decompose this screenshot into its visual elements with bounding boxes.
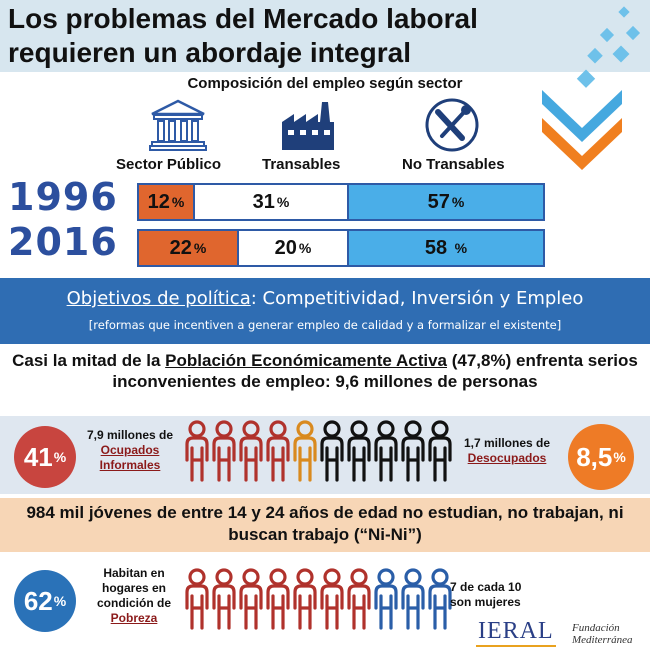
person-icon [347,568,371,630]
sector-label-publico: Sector Público [116,156,222,173]
poverty-note: Habitan en hogares en condición de Pobre… [88,566,180,626]
person-icon [266,420,290,482]
person-icon [320,568,344,630]
pea-text-1: Casi la mitad de la [12,351,166,370]
person-icon [185,420,209,482]
composition-bar-1996: 12% 31% 57% [137,183,545,221]
unemployed-percent: 8,5 [576,441,613,472]
ni-ni-band [0,498,650,552]
poverty-note-top: Habitan en hogares en condición de [96,566,171,610]
informal-note-top: 7,9 millones de [86,428,174,442]
ni-ni-statement: 984 mil jóvenes de entre 14 y 24 años de… [26,503,624,544]
pct-sign: % [53,593,67,609]
title-band [0,0,650,72]
title-line-1: Los problemas del Mercado laboral [8,3,478,34]
fundacion-line-2: Mediterránea [572,634,633,646]
person-icon [293,420,317,482]
women-note: 7 de cada 10 son mujeres [450,580,522,609]
bank-building-icon [149,99,207,151]
person-icon [212,568,236,630]
unemployed-note-top: 1,7 millones de [463,436,551,450]
value-transables-1996: 31 [252,190,275,213]
bar-segment-transables: 31% [193,185,349,219]
person-icon [401,420,425,482]
pct-sign: % [171,194,185,210]
bar-segment-no-transables: 58 % [349,231,543,265]
tools-icon [425,98,479,152]
value-transables-2016: 20 [274,236,297,259]
person-icon [374,568,398,630]
person-icon [428,420,452,482]
informal-note: 7,9 millones de Ocupados Informales [78,428,182,473]
pct-sign: % [276,194,290,210]
person-icon [374,420,398,482]
sector-label-transables: Transables [262,156,341,173]
pct-sign: % [454,240,468,256]
value-publico-2016: 22 [169,236,192,259]
pct-sign: % [613,449,626,465]
bar-segment-publico: 22% [139,231,237,265]
person-icon [401,568,425,630]
bar-segment-publico: 12% [139,185,193,219]
year-label-2016: 2016 [8,220,118,264]
objectives-label: Objetivos de política [66,288,251,309]
person-icon [266,568,290,630]
unemployed-note-highlight: Desocupados [467,451,547,465]
people-row-employment [185,420,452,482]
poverty-percent-badge: 62% [14,570,76,632]
informal-note-highlight: Ocupados Informales [99,443,161,472]
factory-icon [282,102,334,150]
informal-percent: 41 [23,441,53,472]
person-icon [293,568,317,630]
poverty-percent: 62 [23,585,53,616]
person-icon [347,420,371,482]
year-label-1996: 1996 [8,175,118,219]
sector-label-no-transables: No Transables [402,156,505,173]
pct-sign: % [53,449,67,465]
fundacion-mediterranea-logo: Fundación Mediterránea [572,622,632,646]
person-icon [320,420,344,482]
objectives-text: : Competitividad, Inversión y Empleo [250,288,584,309]
brand-chevron-logo-icon [542,6,641,170]
pea-text-2: (47,8%) enfrenta serios inconvenientes d… [112,351,638,391]
person-icon [185,568,209,630]
title-line-2: requieren un abordaje integral [8,37,411,68]
person-icon [239,420,263,482]
fundacion-line-1: Fundación [572,622,620,634]
poverty-note-highlight: Pobreza [110,611,158,625]
person-icon [428,568,452,630]
value-publico-1996: 12 [147,190,170,213]
unemployed-percent-badge: 8,5% [568,424,634,490]
pct-sign: % [193,240,207,256]
composition-title: Composición del empleo según sector [187,75,463,92]
bar-segment-no-transables: 57% [349,185,543,219]
ieral-logo: IERAL [478,618,554,644]
objectives-heading: Objetivos de política: Competitividad, I… [0,288,650,309]
people-row-poverty [185,568,452,630]
value-no-transables-2016: 58 [424,236,448,259]
informal-percent-badge: 41% [14,426,76,488]
person-icon [239,568,263,630]
objectives-subtext: [reformas que incentiven a generar emple… [88,318,562,332]
bar-segment-transables: 20% [237,231,349,265]
ieral-logo-underline [476,645,556,647]
pea-highlight: Población Económicamente Activa [165,351,448,370]
value-no-transables-1996: 57 [427,190,450,213]
person-icon [212,420,236,482]
pea-statement: Casi la mitad de la Población Económicam… [8,350,642,392]
composition-bar-2016: 22% 20% 58 % [137,229,545,267]
page-title: Los problemas del Mercado laboral requie… [8,2,478,70]
pct-sign: % [298,240,312,256]
unemployed-note: 1,7 millones de Desocupados [452,436,562,466]
objectives-banner: Objetivos de política: Competitividad, I… [0,278,650,344]
pct-sign: % [451,194,465,210]
